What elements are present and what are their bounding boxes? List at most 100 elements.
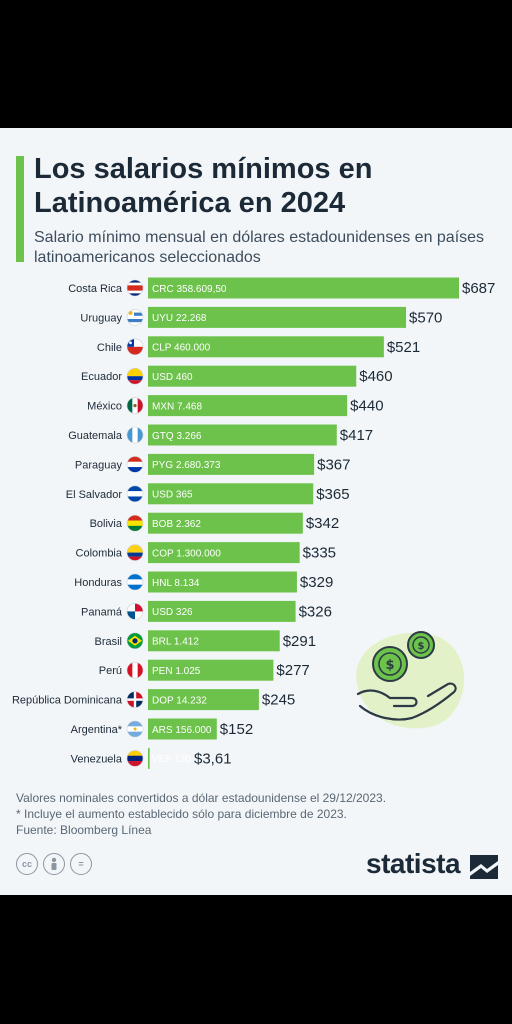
category-label: Ecuador bbox=[81, 371, 122, 383]
bar-row: Honduras HNL 8.134 $329 bbox=[74, 571, 333, 593]
local-currency-label: PEN 1.025 bbox=[152, 666, 201, 677]
bar bbox=[148, 453, 315, 475]
bar bbox=[148, 277, 459, 299]
no-derivatives-icon: = bbox=[70, 853, 92, 875]
category-label: El Salvador bbox=[66, 489, 123, 501]
bar bbox=[148, 365, 357, 387]
svg-text:$: $ bbox=[418, 641, 425, 652]
bar bbox=[148, 747, 150, 769]
category-label: Bolivia bbox=[90, 518, 123, 530]
value-label: $326 bbox=[299, 603, 332, 620]
category-label: Perú bbox=[99, 665, 122, 677]
ecuador-flag-icon bbox=[126, 367, 144, 385]
local-currency-label: VEF 130 bbox=[152, 754, 191, 765]
local-currency-label: ARS 156.000 bbox=[152, 725, 212, 736]
panama-flag-icon bbox=[126, 603, 144, 620]
value-label: $367 bbox=[317, 456, 350, 473]
category-label: Brasil bbox=[94, 636, 122, 648]
bar-row: República Dominicana DOP 14.232 $245 bbox=[12, 689, 295, 711]
value-label: $277 bbox=[276, 662, 309, 679]
el-salvador-flag-icon bbox=[126, 485, 144, 503]
value-label: $417 bbox=[340, 427, 373, 444]
argentina-flag-icon bbox=[126, 720, 144, 738]
category-label: México bbox=[87, 401, 122, 413]
bar bbox=[148, 718, 217, 740]
bar-row: Guatemala GTQ 3.266 $417 bbox=[68, 424, 373, 446]
local-currency-label: PYG 2.680.373 bbox=[152, 460, 221, 471]
costa-rica-flag-icon bbox=[126, 279, 144, 297]
bar bbox=[148, 512, 303, 534]
footer-footnote: * Incluye el aumento establecido sólo pa… bbox=[16, 807, 347, 821]
value-label: $152 bbox=[220, 721, 253, 738]
local-currency-label: COP 1.300.000 bbox=[152, 548, 221, 559]
category-label: Venezuela bbox=[71, 753, 123, 765]
bar-row: Bolivia BOB 2.362 $342 bbox=[90, 512, 339, 534]
bar-chart: Costa Rica CRC 358.609,50 $687 Uruguay UYU 2… bbox=[12, 277, 495, 769]
bar bbox=[148, 542, 300, 564]
value-label: $365 bbox=[316, 486, 349, 503]
bar bbox=[148, 483, 314, 505]
footer-note: Valores nominales convertidos a dólar es… bbox=[16, 791, 387, 805]
chile-flag-icon bbox=[126, 338, 144, 356]
bar-row: El Salvador USD 365 $365 bbox=[66, 483, 350, 505]
value-label: $687 bbox=[462, 280, 495, 297]
cc-icon: cc bbox=[16, 853, 38, 875]
bar bbox=[148, 630, 280, 652]
bar bbox=[148, 571, 297, 593]
category-label: Honduras bbox=[74, 577, 122, 589]
local-currency-label: UYU 22.268 bbox=[152, 313, 207, 324]
bar-row: Venezuela VEF 130 $3,61 bbox=[71, 747, 232, 769]
category-label: Panamá bbox=[81, 606, 123, 618]
bar bbox=[148, 659, 274, 681]
value-label: $440 bbox=[350, 398, 383, 415]
bar-row: Argentina* ARS 156.000 $152 bbox=[71, 718, 253, 740]
local-currency-label: USD 365 bbox=[152, 490, 193, 501]
local-currency-label: USD 326 bbox=[152, 607, 193, 618]
page-subtitle: Salario mínimo mensual en dólares estado… bbox=[34, 229, 485, 266]
bar bbox=[148, 306, 407, 328]
footer-source: Fuente: Bloomberg Línea bbox=[16, 823, 152, 837]
value-label: $460 bbox=[359, 368, 392, 385]
category-label: Costa Rica bbox=[68, 283, 123, 295]
honduras-flag-icon bbox=[126, 573, 144, 591]
bolivia-flag-icon bbox=[126, 514, 144, 532]
bar-row: Colombia COP 1.300.000 $335 bbox=[76, 542, 336, 564]
category-label: Paraguay bbox=[75, 459, 123, 471]
value-label: $329 bbox=[300, 574, 333, 591]
attribution-icon bbox=[43, 853, 65, 875]
bar-row: Ecuador USD 460 $460 bbox=[81, 365, 393, 387]
category-label: República Dominicana bbox=[12, 695, 123, 707]
local-currency-label: MXN 7.468 bbox=[152, 401, 202, 412]
value-label: $570 bbox=[409, 309, 442, 326]
local-currency-label: CRC 358.609,50 bbox=[152, 284, 227, 295]
bar-row: Brasil BRL 1.412 $291 bbox=[94, 630, 316, 652]
svg-text:$: $ bbox=[385, 658, 394, 673]
category-label: Colombia bbox=[76, 548, 123, 560]
peru-flag-icon bbox=[126, 661, 144, 679]
license-icons: cc = bbox=[16, 853, 92, 875]
value-label: $342 bbox=[306, 515, 339, 532]
bar-row: Panamá USD 326 $326 bbox=[81, 600, 332, 622]
category-label: Uruguay bbox=[80, 312, 122, 324]
uruguay-flag-icon bbox=[126, 309, 144, 326]
venezuela-flag-icon bbox=[126, 750, 144, 767]
value-label: $3,61 bbox=[194, 750, 232, 767]
local-currency-label: BRL 1.412 bbox=[152, 637, 199, 648]
bar-row: México MXN 7.468 $440 bbox=[87, 395, 384, 417]
value-label: $335 bbox=[303, 545, 336, 562]
bar bbox=[148, 395, 348, 417]
local-currency-label: GTQ 3.266 bbox=[152, 431, 202, 442]
statista-logo: statista bbox=[366, 848, 461, 879]
bar bbox=[148, 600, 296, 622]
title-accent-bar bbox=[16, 156, 24, 262]
category-label: Chile bbox=[97, 342, 122, 354]
value-label: $521 bbox=[387, 339, 420, 356]
value-label: $291 bbox=[283, 633, 316, 650]
value-label: $245 bbox=[262, 692, 295, 709]
mexico-flag-icon bbox=[126, 397, 144, 414]
category-label: Argentina* bbox=[71, 724, 123, 736]
local-currency-label: BOB 2.362 bbox=[152, 519, 201, 530]
statista-logo-icon bbox=[470, 855, 498, 879]
colombia-flag-icon bbox=[126, 544, 144, 561]
paraguay-flag-icon bbox=[126, 456, 144, 473]
